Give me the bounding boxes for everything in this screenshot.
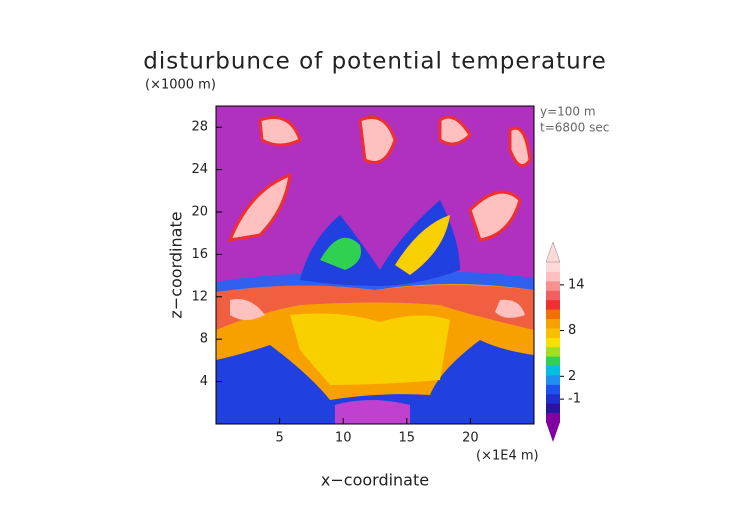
y-tick-label: 28	[191, 120, 208, 135]
annotation: t=6800 sec	[540, 121, 609, 135]
colorbar-tick-label: -1	[568, 392, 581, 407]
colorbar-swatch	[546, 309, 560, 319]
colorbar-swatch	[546, 337, 560, 348]
colorbar-swatch	[546, 346, 560, 357]
contour-field	[216, 106, 534, 424]
x-tick-label: 15	[399, 431, 416, 446]
y-tick-label: 24	[191, 162, 208, 177]
colorbar-swatch	[546, 290, 560, 301]
colorbar-tick-label: 2	[568, 369, 576, 384]
colorbar-tick-label: 14	[568, 277, 585, 292]
colorbar-swatch	[546, 403, 560, 414]
y-tick-label: 12	[191, 289, 208, 304]
colorbar-swatch	[546, 262, 560, 272]
annotation: y=100 m	[540, 105, 596, 119]
y-tick-label: 8	[200, 332, 208, 347]
colorbar-extend	[545, 241, 561, 263]
colorbar-swatch	[546, 374, 560, 385]
colorbar-swatch	[546, 271, 560, 282]
x-tick-label: 20	[462, 431, 479, 446]
x-axis-label: x−coordinate	[321, 471, 429, 490]
y-unit: (×1000 m)	[145, 78, 216, 93]
x-tick-label: 5	[275, 431, 283, 446]
colorbar-swatch	[546, 393, 560, 404]
colorbar-swatch	[546, 280, 560, 291]
y-tick-label: 4	[200, 374, 208, 389]
x-unit: (×1E4 m)	[476, 449, 539, 464]
y-tick-label: 20	[191, 205, 208, 220]
y-tick-label: 16	[191, 247, 208, 262]
plot-frame	[215, 105, 535, 425]
colorbar-tick-label: 8	[568, 323, 576, 338]
colorbar-swatch	[546, 299, 560, 310]
colorbar-swatch	[546, 384, 560, 395]
colorbar-swatch	[546, 318, 560, 329]
colorbar-extend	[546, 422, 560, 442]
colorbar-swatch	[546, 365, 560, 376]
colorbar-swatch	[546, 327, 560, 338]
chart-title: disturbunce of potential temperature	[143, 49, 607, 75]
x-tick-label: 10	[335, 431, 352, 446]
y-axis-label: z−coordinate	[167, 211, 186, 318]
colorbar-swatch	[546, 412, 560, 423]
colorbar-swatch	[546, 356, 560, 367]
